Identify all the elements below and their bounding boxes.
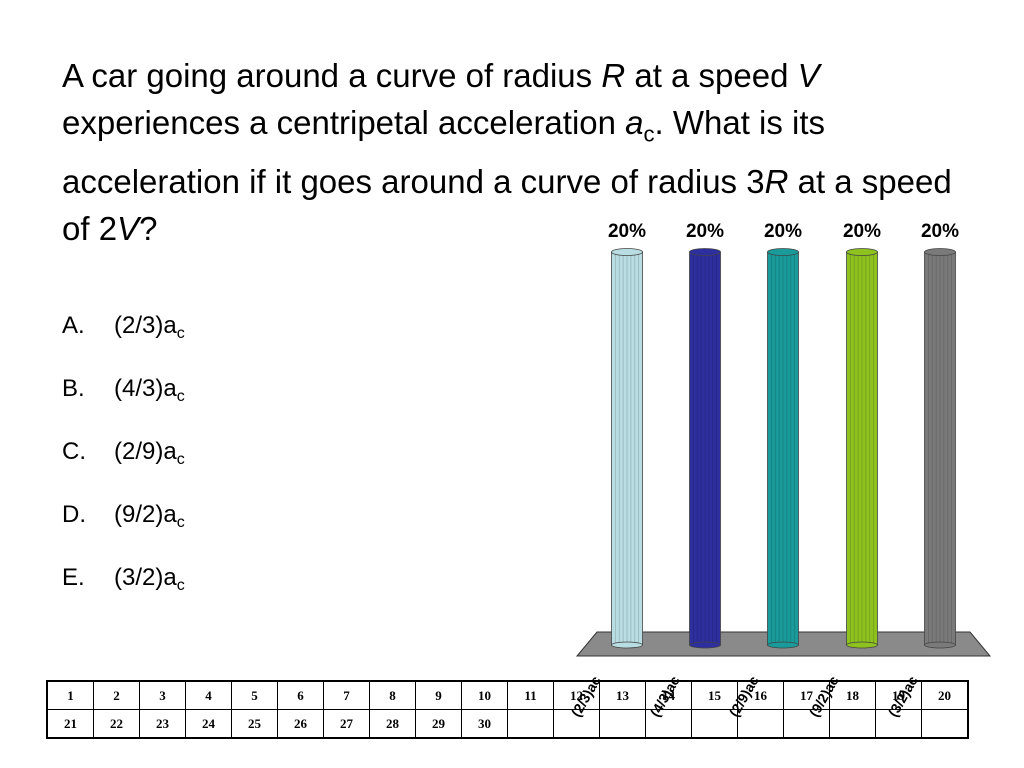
response-cell: 12 <box>553 680 600 710</box>
bar-base <box>767 641 799 649</box>
response-cell: 4 <box>185 680 232 710</box>
response-cell <box>875 709 922 739</box>
bar-base <box>689 641 721 649</box>
bar-top <box>689 248 721 256</box>
response-cell <box>829 709 876 739</box>
question-text: A car going around a curve of radius R a… <box>62 57 952 247</box>
response-cell: 2 <box>93 680 140 710</box>
response-cell: 25 <box>231 709 278 739</box>
response-cell: 26 <box>277 709 324 739</box>
response-cell: 5 <box>231 680 278 710</box>
response-cell: 7 <box>323 680 370 710</box>
response-cell: 15 <box>691 680 738 710</box>
bar-top <box>611 248 643 256</box>
response-cell <box>645 709 692 739</box>
response-grid-row-2: 21 22 23 24 25 26 27 28 29 30 <box>46 709 969 739</box>
response-cell: 16 <box>737 680 784 710</box>
bar-value-label: 20% <box>764 221 802 242</box>
option-a[interactable]: A. (2/3)ac <box>62 312 185 342</box>
response-cell: 22 <box>93 709 140 739</box>
bar-5 <box>924 248 956 649</box>
response-grid-row-1: 1 2 3 4 5 6 7 8 9 10 11 12 13 14 15 16 17 18 19 20 <box>46 680 969 710</box>
response-cell: 3 <box>139 680 186 710</box>
response-grid: 1 2 3 4 5 6 7 8 9 10 11 12 13 14 15 16 17 18 19 20 21 22 23 24… <box>46 680 969 739</box>
response-cell: 10 <box>461 680 508 710</box>
bar-body <box>767 251 799 646</box>
option-d[interactable]: D. (9/2)ac <box>62 501 185 531</box>
option-e[interactable]: E. (3/2)ac <box>62 564 185 594</box>
response-cell <box>599 709 646 739</box>
option-c[interactable]: C. (2/9)ac <box>62 438 185 468</box>
bar-2 <box>689 248 721 649</box>
response-cell: 24 <box>185 709 232 739</box>
response-cell: 20 <box>921 680 969 710</box>
bar-body <box>846 251 878 646</box>
bar-body <box>611 251 643 646</box>
response-cell: 13 <box>599 680 646 710</box>
response-cell: 17 <box>783 680 830 710</box>
response-cell <box>737 709 784 739</box>
bar-value-label: 20% <box>686 221 724 242</box>
response-cell: 29 <box>415 709 462 739</box>
bar-body <box>689 251 721 646</box>
bar-value-label: 20% <box>843 221 881 242</box>
response-cell: 1 <box>46 680 94 710</box>
option-b[interactable]: B. (4/3)ac <box>62 375 185 405</box>
response-cell: 19 <box>875 680 922 710</box>
response-cell <box>553 709 600 739</box>
bar-1 <box>611 248 643 649</box>
response-cell: 11 <box>507 680 554 710</box>
bar-value-label: 20% <box>608 221 646 242</box>
bar-value-label: 20% <box>921 221 959 242</box>
bar-base <box>846 641 878 649</box>
response-cell: 27 <box>323 709 370 739</box>
bar-4 <box>846 248 878 649</box>
response-cell: 21 <box>46 709 94 739</box>
response-cell <box>921 709 969 739</box>
response-cell: 23 <box>139 709 186 739</box>
response-cell <box>783 709 830 739</box>
bar-base <box>924 641 956 649</box>
bar-top <box>767 248 799 256</box>
response-cell: 8 <box>369 680 416 710</box>
response-cell: 28 <box>369 709 416 739</box>
response-cell <box>691 709 738 739</box>
response-cell: 30 <box>461 709 508 739</box>
bar-base <box>611 641 643 649</box>
response-cell: 9 <box>415 680 462 710</box>
response-cell: 6 <box>277 680 324 710</box>
bar-top <box>846 248 878 256</box>
bar-top <box>924 248 956 256</box>
response-cell <box>507 709 554 739</box>
answer-options: A. (2/3)ac B. (4/3)ac C. (2/9)ac D. (9/2)ac … <box>62 312 185 627</box>
bar-3 <box>767 248 799 649</box>
response-cell: 18 <box>829 680 876 710</box>
response-cell: 14 <box>645 680 692 710</box>
